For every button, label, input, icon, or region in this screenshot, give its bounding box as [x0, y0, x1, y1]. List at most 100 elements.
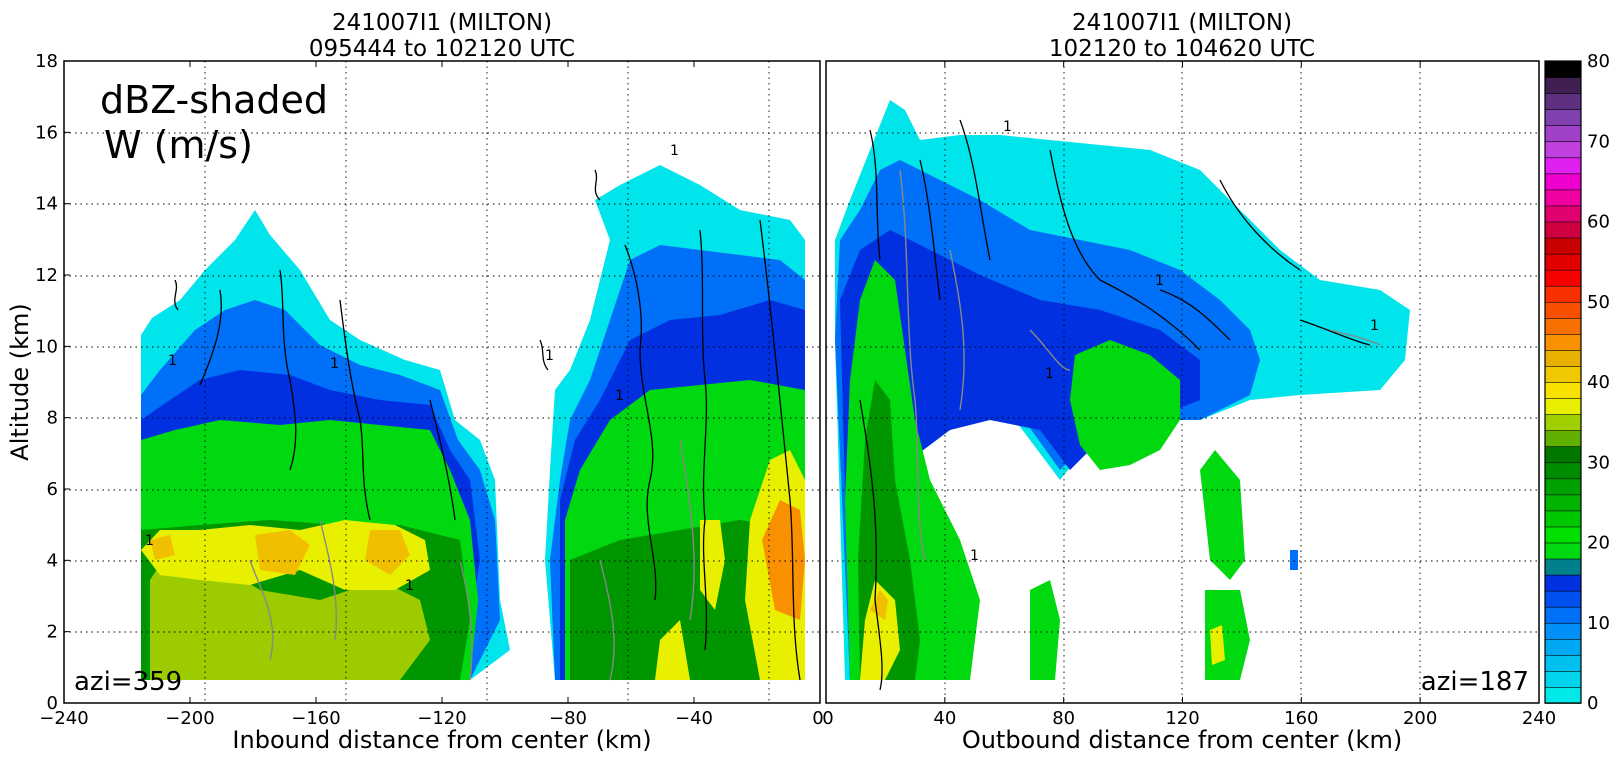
right-echo-cell-2	[1200, 450, 1245, 580]
x-tick-label: 200	[1403, 708, 1437, 729]
left-echo-yellowgreen	[150, 550, 430, 680]
colorbar-tick-label: 20	[1587, 533, 1610, 554]
left-y-axis-label: Altitude (km)	[6, 303, 34, 460]
colorbar-ticks: 0 10 20 30 40 50 60 70 80	[1587, 51, 1610, 714]
contour-label: 1	[1003, 119, 1012, 135]
x-tick-label: 0	[822, 708, 833, 729]
colorbar-tick-label: 40	[1587, 372, 1610, 393]
colorbar-cell	[1544, 590, 1582, 608]
right-title: 241007I1 (MILTON)	[1072, 10, 1292, 36]
y-tick-label: 16	[35, 122, 58, 143]
colorbar-cells	[1544, 60, 1582, 704]
left-downdraft-contours	[249, 439, 695, 681]
colorbar-cell	[1544, 189, 1582, 207]
colorbar-frame	[1544, 60, 1582, 704]
y-tick-label: 4	[47, 550, 58, 571]
contour-label: 1	[168, 353, 177, 369]
colorbar-cell	[1544, 349, 1582, 367]
contour-label: 1	[330, 356, 339, 372]
x-tick-label: −200	[165, 708, 214, 729]
left-x-axis-label: Inbound distance from center (km)	[232, 726, 651, 754]
contour-label: 1	[970, 548, 979, 564]
colorbar-cell	[1544, 285, 1582, 303]
y-tick-label: 18	[35, 51, 58, 72]
contour-label: 1	[670, 143, 679, 159]
colorbar-cell	[1544, 477, 1582, 496]
colorbar-cell	[1544, 413, 1582, 431]
colorbar-tick-label: 50	[1587, 292, 1610, 313]
x-tick-label: 120	[1165, 708, 1199, 729]
right-x-ticks: 0 40 80 120 160 200 240	[822, 61, 1556, 729]
x-tick-label: −240	[39, 708, 88, 729]
colorbar-cell	[1544, 140, 1582, 159]
contour-label: 1	[1370, 318, 1379, 334]
colorbar-cell	[1544, 365, 1582, 383]
left-echo-yellow-cell	[700, 520, 725, 610]
right-azimuth-label: azi=187	[1421, 667, 1529, 697]
y-tick-label: 8	[47, 408, 58, 429]
right-echo-cell-4	[1210, 625, 1225, 665]
left-title: 241007I1 (MILTON)	[332, 10, 552, 36]
colorbar-cell	[1544, 157, 1582, 175]
colorbar-cell	[1544, 461, 1582, 480]
left-panel: 241007I1 (MILTON) 095444 to 102120 UTC	[6, 10, 824, 754]
colorbar-cell	[1544, 253, 1582, 271]
contour-label: 1	[1045, 366, 1054, 382]
left-annotation-w: W (m/s)	[104, 123, 253, 167]
colorbar-cell	[1544, 574, 1582, 592]
contour-label: 1	[405, 578, 414, 594]
colorbar-tick-label: 0	[1587, 693, 1598, 714]
colorbar-tick-label: 10	[1587, 613, 1610, 634]
right-x-axis-label: Outbound distance from center (km)	[962, 726, 1402, 754]
right-reflectivity-field	[835, 100, 1410, 691]
colorbar-cell	[1544, 526, 1582, 544]
colorbar-cell	[1544, 173, 1582, 191]
right-echo-orange-low	[870, 590, 888, 620]
y-tick-label: 2	[47, 622, 58, 643]
colorbar-cell	[1544, 670, 1582, 688]
right-echo-yellow-low	[860, 580, 900, 680]
left-subtitle: 095444 to 102120 UTC	[309, 36, 575, 62]
x-tick-label: 80	[1052, 708, 1075, 729]
right-echo-cell-1	[1030, 580, 1060, 680]
colorbar-cell	[1544, 205, 1582, 223]
x-tick-label: −80	[549, 708, 587, 729]
colorbar-cell	[1544, 622, 1582, 640]
left-x-ticks: −240 −200 −160 −120 −80 −40 0	[39, 61, 824, 729]
y-tick-label: 12	[35, 265, 58, 286]
right-downdraft-contours	[899, 169, 1381, 561]
colorbar-cell	[1544, 333, 1582, 351]
x-tick-label: −40	[675, 708, 713, 729]
colorbar-cell	[1544, 429, 1582, 447]
right-panel: 241007I1 (MILTON) 102120 to 104620 UTC	[822, 10, 1556, 754]
colorbar-cell	[1544, 686, 1582, 704]
right-grid	[826, 61, 1539, 703]
left-echo-orange-1	[255, 530, 310, 575]
left-azimuth-label: azi=359	[74, 667, 182, 697]
right-echo-green-mid	[1070, 340, 1180, 470]
colorbar-cell	[1544, 124, 1582, 143]
contour-label: 1	[1155, 273, 1164, 289]
right-w-contours	[859, 119, 1371, 691]
left-echo-core-orange	[762, 500, 805, 620]
colorbar: 0 10 20 30 40 50 60 70 80	[1544, 51, 1610, 714]
left-y-ticks: 0 2 4 6 8 10 12 14 16 18	[35, 51, 70, 714]
x-tick-label: 40	[933, 708, 956, 729]
colorbar-cell	[1544, 76, 1582, 94]
colorbar-cell	[1544, 301, 1582, 319]
y-tick-label: 0	[47, 693, 58, 714]
colorbar-tick-label: 30	[1587, 452, 1610, 473]
colorbar-cell	[1544, 381, 1582, 399]
contour-label: 1	[615, 388, 624, 404]
right-echo-speck	[1290, 550, 1298, 570]
colorbar-cell	[1544, 606, 1582, 624]
right-contour-labels: 1 1 1 1 1	[970, 119, 1379, 564]
colorbar-cell	[1544, 494, 1582, 512]
contour-label: 1	[545, 348, 554, 364]
left-echo-yellow-cell-2	[655, 620, 690, 680]
colorbar-cell	[1544, 92, 1582, 110]
colorbar-cell	[1544, 269, 1582, 287]
colorbar-tick-label: 80	[1587, 51, 1610, 72]
x-tick-label: −160	[291, 708, 340, 729]
